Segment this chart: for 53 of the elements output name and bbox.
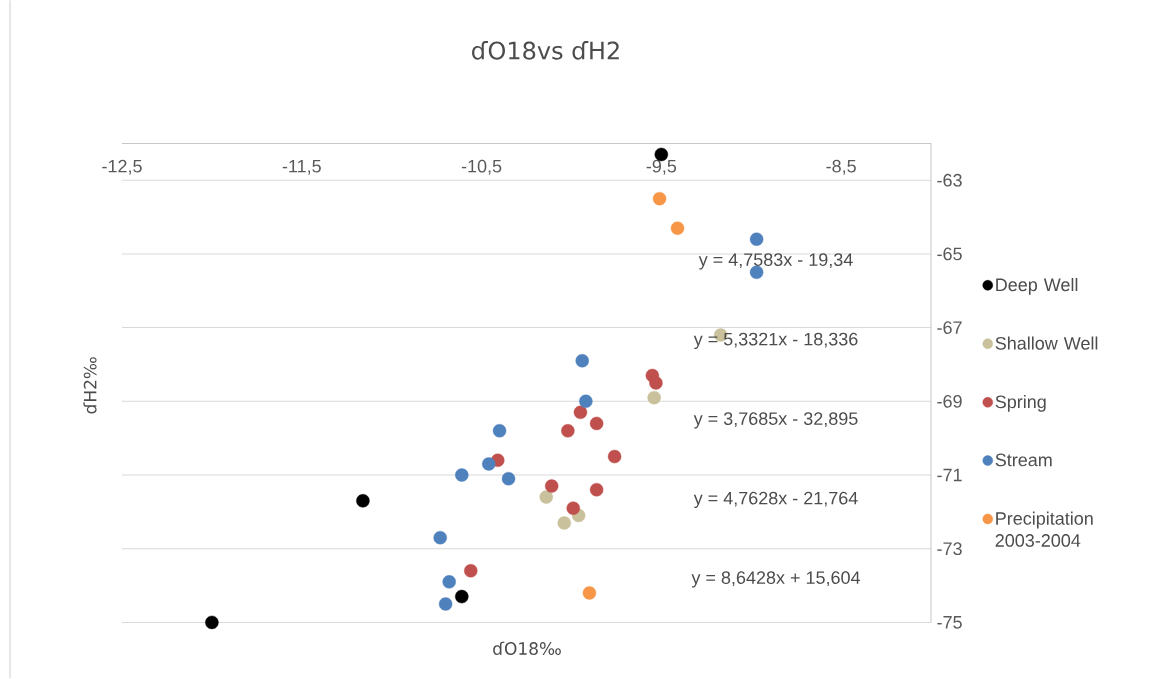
point bbox=[544, 479, 559, 493]
point bbox=[749, 232, 764, 246]
y-axis-title: ɗH2‰ bbox=[83, 357, 97, 414]
point bbox=[433, 531, 447, 545]
point bbox=[438, 597, 453, 611]
point bbox=[464, 564, 478, 578]
y-tick-label: -67 bbox=[937, 321, 962, 335]
point bbox=[589, 483, 604, 497]
point bbox=[649, 376, 663, 390]
chart-title: ɗO18vs ɗH2 bbox=[472, 41, 619, 60]
annotation: y = 5,3321x - 18,336 bbox=[693, 332, 858, 350]
y-tick-label: -65 bbox=[937, 247, 962, 261]
point bbox=[607, 449, 622, 464]
point bbox=[561, 424, 575, 438]
point bbox=[482, 457, 496, 471]
y-tick-label: -63 bbox=[937, 173, 962, 187]
annotation: y = 8,6428x + 15,604 bbox=[691, 571, 861, 588]
point bbox=[573, 405, 588, 420]
legend-label: Deep Well bbox=[996, 278, 1078, 295]
y-tick-label: -73 bbox=[937, 542, 962, 556]
y-tick-label: -71 bbox=[937, 468, 962, 482]
y-tick-label: -75 bbox=[937, 616, 962, 629]
annotation: y = 3,7685x - 32,895 bbox=[693, 412, 858, 429]
annotation: y = 4,7583x - 19,34 bbox=[698, 253, 853, 270]
annotation: y = 4,7628x - 21,764 bbox=[693, 491, 858, 509]
point bbox=[442, 575, 456, 589]
legend-label: Precipitation 2003-2004 bbox=[995, 511, 1093, 547]
x-tick-label: -11,5 bbox=[282, 160, 321, 175]
point bbox=[539, 490, 553, 504]
point bbox=[501, 472, 516, 486]
point bbox=[579, 394, 593, 409]
x-tick-label: -10,5 bbox=[461, 159, 502, 175]
point bbox=[589, 416, 604, 431]
point bbox=[670, 221, 685, 235]
point bbox=[575, 354, 589, 368]
point bbox=[647, 391, 661, 405]
point bbox=[582, 586, 597, 600]
x-axis-title: ɗO18‰ bbox=[493, 641, 561, 656]
x-tick-label: -9,5 bbox=[646, 159, 677, 175]
legend-label: Stream bbox=[995, 453, 1052, 467]
point bbox=[566, 501, 580, 515]
point bbox=[455, 468, 469, 482]
point bbox=[205, 615, 219, 630]
point bbox=[492, 424, 507, 438]
x-tick-label: -12,5 bbox=[102, 159, 142, 175]
x-tick-label: -8,5 bbox=[826, 159, 856, 175]
legend-label: Shallow Well bbox=[995, 336, 1098, 350]
point bbox=[356, 494, 370, 508]
y-tick-label: -69 bbox=[937, 395, 962, 408]
point bbox=[652, 192, 667, 206]
point bbox=[557, 516, 571, 530]
legend-label: Spring bbox=[995, 395, 1046, 412]
point bbox=[455, 590, 469, 604]
